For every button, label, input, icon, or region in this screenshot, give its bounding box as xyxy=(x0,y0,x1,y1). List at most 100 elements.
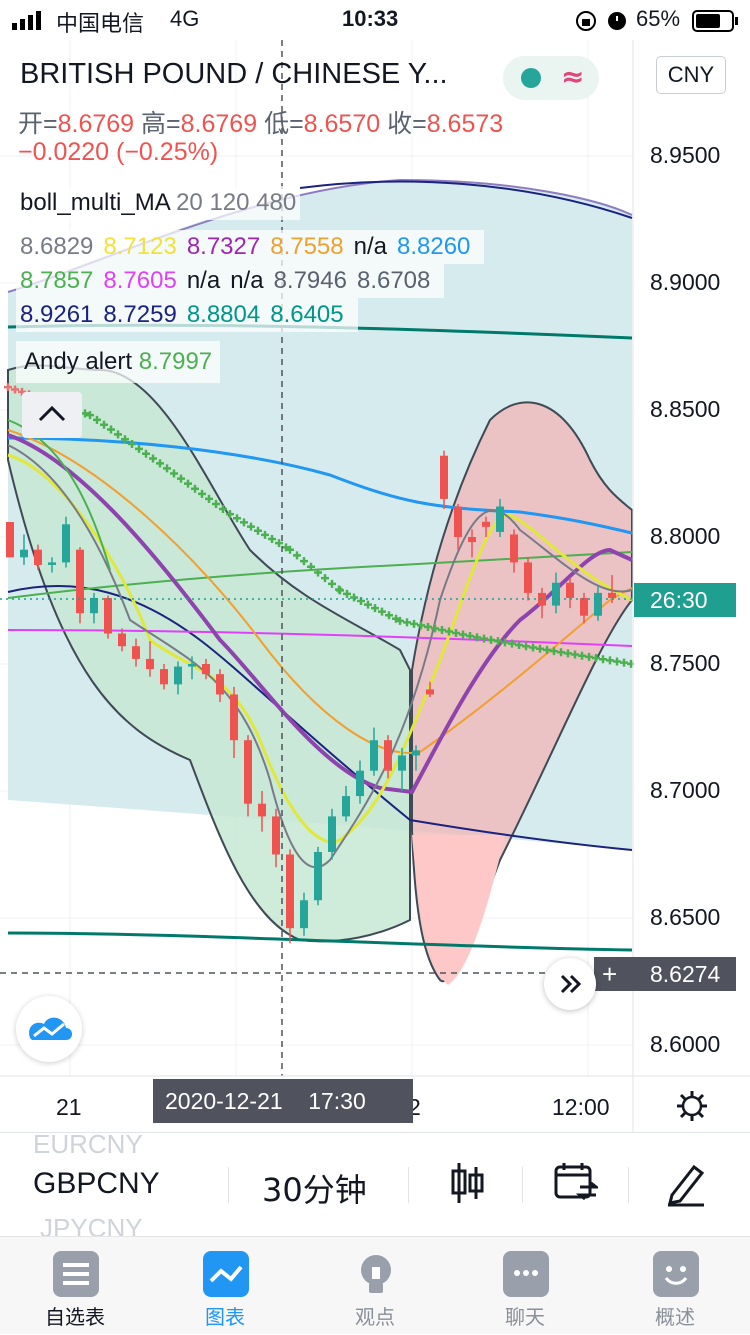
symbol-picker[interactable]: GBPCNY xyxy=(33,1167,160,1200)
toolbar-divider xyxy=(228,1167,229,1203)
tradingview-logo-button[interactable] xyxy=(16,996,82,1062)
alert-marker xyxy=(107,425,115,434)
alert-marker xyxy=(592,654,600,663)
alert-marker xyxy=(371,604,379,613)
currency-button[interactable]: CNY xyxy=(656,56,726,94)
drawing-pen-icon[interactable] xyxy=(664,1161,708,1207)
indicator-value: 8.6829 xyxy=(20,233,94,260)
candle-body xyxy=(62,524,70,563)
indicator-value: n/a xyxy=(353,233,387,260)
close-label: 收= xyxy=(387,110,427,138)
candlesticks xyxy=(6,450,616,944)
alert-marker xyxy=(606,656,614,665)
candle-body xyxy=(174,666,182,685)
indicator-value: 8.8260 xyxy=(397,233,471,260)
alert-marker xyxy=(226,510,234,519)
status-bar: 中国电信 4G 10:33 65% xyxy=(0,0,750,40)
alert-marker xyxy=(135,444,143,453)
candle-body xyxy=(160,669,168,685)
toolbar-divider xyxy=(628,1167,629,1203)
candle-body xyxy=(202,664,210,675)
price-label: 8.6500 xyxy=(650,904,721,930)
symbol-picker-prev[interactable]: EURCNY xyxy=(33,1129,143,1159)
price-change: −0.0220 (−0.25%) xyxy=(18,138,219,166)
chart-area[interactable]: ≈ CNY BRITISH POUND / CHINESE Y... 开= 8.6… xyxy=(0,40,750,1132)
alert-marker xyxy=(494,637,502,646)
alert-marker xyxy=(321,574,329,583)
alert-marker xyxy=(4,383,12,392)
crosshair-price-tag[interactable]: + 8.6274 xyxy=(594,957,736,991)
alert-marker xyxy=(599,655,607,664)
indicator-value: n/a xyxy=(230,267,264,294)
double-chevron-right-icon xyxy=(560,974,582,994)
andy-alert-markers xyxy=(4,383,635,668)
market-open-dot xyxy=(521,68,541,88)
alert-marker xyxy=(424,622,432,631)
alert-marker xyxy=(445,627,453,636)
candle-body xyxy=(258,803,266,817)
chart-line-icon xyxy=(203,1251,249,1297)
alert-marker xyxy=(557,648,565,657)
low-label: 低= xyxy=(264,110,304,138)
compare-icon[interactable]: ≈ xyxy=(561,60,585,93)
ma480-teal-bottom xyxy=(7,931,633,952)
candle-style-icon[interactable] xyxy=(450,1161,484,1205)
tab-chart[interactable]: 图表 xyxy=(150,1237,300,1335)
smiley-icon xyxy=(653,1251,699,1297)
scroll-to-realtime-button[interactable] xyxy=(544,958,596,1010)
open-label: 开= xyxy=(18,110,58,138)
interval-picker[interactable]: 30分钟 xyxy=(262,1171,367,1209)
alert-marker xyxy=(300,557,308,566)
candle-body xyxy=(342,796,350,817)
replay-calendar-icon[interactable] xyxy=(554,1161,598,1205)
price-label: 8.6000 xyxy=(650,1031,721,1057)
chevron-up-icon xyxy=(38,405,66,422)
alert-marker xyxy=(620,658,628,667)
alert-marker xyxy=(81,409,89,418)
tab-watchlist[interactable]: 自选表 xyxy=(0,1237,150,1335)
alert-marker xyxy=(293,551,301,560)
tab-overview[interactable]: 概述 xyxy=(600,1237,750,1335)
indicator-value: 8.7558 xyxy=(270,233,344,260)
alert-marker xyxy=(417,621,425,630)
alert-indicator-row[interactable]: Andy alert 8.7997 xyxy=(16,341,221,383)
collapse-legend-button[interactable] xyxy=(22,392,82,438)
alert-marker xyxy=(515,640,523,649)
settings-gear-icon[interactable] xyxy=(676,1090,708,1122)
price-label: 8.7500 xyxy=(650,650,721,676)
indicator-title-row[interactable]: boll_multi_MA 20 120 480 xyxy=(16,186,301,220)
cloud-chart-icon xyxy=(29,1017,72,1040)
list-icon xyxy=(53,1251,99,1297)
candle-body xyxy=(90,597,98,614)
indicator-value: n/a xyxy=(186,267,221,294)
alert-marker xyxy=(627,659,635,668)
alert-marker xyxy=(350,593,358,602)
lightbulb-icon xyxy=(353,1251,399,1297)
pair-status-card[interactable]: ≈ xyxy=(503,56,599,100)
candle-body xyxy=(594,592,602,616)
candle-body xyxy=(468,537,476,543)
alert-marker xyxy=(571,650,579,659)
tab-ideas[interactable]: 观点 xyxy=(300,1237,450,1335)
alert-marker xyxy=(378,607,386,616)
alert-marker xyxy=(93,415,101,424)
alert-marker xyxy=(142,449,150,458)
alert-marker xyxy=(286,545,294,554)
add-plus-icon[interactable]: + xyxy=(602,959,618,989)
price-chart[interactable] xyxy=(0,40,750,1132)
price-label: 8.8500 xyxy=(650,396,721,422)
alert-marker xyxy=(275,539,283,548)
clock: 10:33 xyxy=(342,6,399,31)
ma480-green-mid xyxy=(7,551,633,599)
signal-icon xyxy=(12,11,41,30)
tab-chat[interactable]: 聊天 xyxy=(450,1237,600,1335)
alert-value: 8.7997 xyxy=(138,348,213,375)
carrier-label: 中国电信 xyxy=(56,11,145,36)
indicator-value: 8.7605 xyxy=(103,267,177,294)
alert-marker xyxy=(396,616,404,625)
time-label-21: 21 xyxy=(56,1094,82,1120)
alert-marker xyxy=(198,489,206,498)
ma480-blue xyxy=(7,436,633,535)
indicator-value: 8.9261 xyxy=(20,301,94,328)
symbol-title[interactable]: BRITISH POUND / CHINESE Y... xyxy=(20,58,448,90)
